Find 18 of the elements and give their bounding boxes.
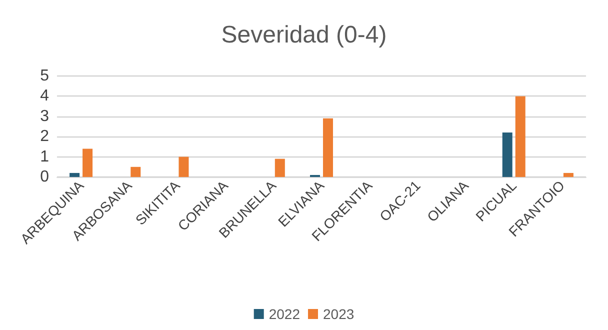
bar	[274, 158, 285, 177]
y-tick-label: 0	[40, 168, 50, 186]
bar	[82, 148, 93, 177]
y-tick-label: 4	[40, 88, 50, 105]
y-tick-label: 5	[40, 68, 50, 84]
bar	[130, 166, 141, 177]
bar	[563, 172, 574, 177]
y-tick-label: 3	[40, 108, 50, 125]
bar	[323, 118, 333, 177]
y-tick-label: 2	[40, 128, 50, 146]
legend-label: 2022	[268, 306, 300, 322]
bar	[515, 96, 526, 177]
bar	[178, 156, 189, 177]
y-tick-label: 1	[40, 148, 50, 166]
bar	[502, 132, 512, 177]
chart-title: Severidad (0-4)	[221, 22, 387, 48]
legend-label: 2023	[323, 306, 354, 322]
bar	[70, 172, 80, 177]
